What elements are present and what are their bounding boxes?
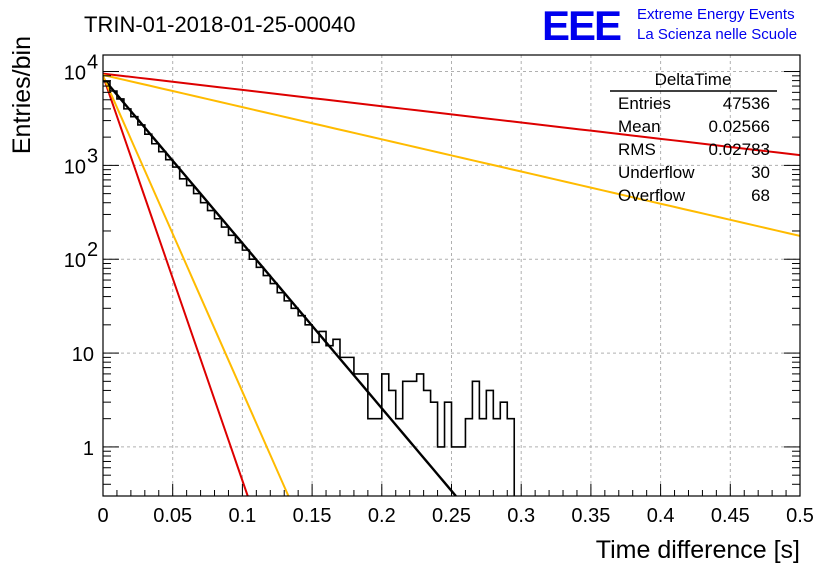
x-tick-label: 0.35 [571, 505, 610, 527]
y-axis-label: Entries/bin [8, 36, 36, 154]
stats-label: RMS [618, 140, 656, 159]
fit-line-4 [103, 72, 800, 157]
fit-line-5 [103, 73, 800, 237]
stats-box: DeltaTime Entries 47536 Mean 0.02566 RMS 0.02… [610, 70, 777, 205]
histogram [103, 80, 516, 496]
chart-title: TRIN-01-2018-01-25-00040 [84, 12, 356, 37]
x-tick-label: 0.5 [786, 505, 814, 527]
x-tick-label: 0.45 [711, 505, 750, 527]
logo-line-2: La Scienza nelle Scuole [637, 26, 797, 43]
fit-line-3 [103, 75, 290, 496]
x-tick-label: 0.1 [228, 505, 256, 527]
y-tick-exponent: 4 [87, 52, 98, 74]
stats-label: Mean [618, 117, 661, 136]
stats-label: Entries [618, 94, 671, 113]
stats-label: Underflow [618, 163, 695, 182]
stats-label: Overflow [618, 186, 686, 205]
stats-value: 0.02566 [709, 117, 770, 136]
y-tick-label: 10 [64, 156, 86, 178]
x-tick-label: 0.25 [432, 505, 471, 527]
y-tick-label: 10 [64, 250, 86, 272]
logo-mark: EEE [542, 2, 621, 49]
y-tick-exponent: 2 [87, 239, 98, 261]
stats-value: 30 [751, 163, 770, 182]
stats-title: DeltaTime [655, 70, 732, 89]
y-tick-label: 10 [64, 63, 86, 85]
eee-logo: EEE Extreme Energy Events La Scienza nel… [542, 2, 797, 49]
y-tick-label: 10 [72, 344, 94, 366]
fit-line-2 [103, 75, 249, 496]
y-tick-label: 1 [83, 438, 94, 460]
stats-value: 47536 [723, 94, 770, 113]
x-tick-label: 0.05 [153, 505, 192, 527]
x-tick-label: 0.2 [368, 505, 396, 527]
x-axis: 0 0.05 0.1 0.15 0.2 0.25 0.3 0.35 0.4 0.45 0.5 [97, 484, 814, 527]
stats-rows: Entries 47536 Mean 0.02566 RMS 0.02783 Underfl… [618, 94, 770, 205]
y-tick-exponent: 3 [87, 145, 98, 167]
logo-line-1: Extreme Energy Events [637, 6, 795, 23]
x-axis-label: Time difference [s] [596, 536, 800, 564]
stats-value: 68 [751, 186, 770, 205]
x-tick-label: 0.4 [647, 505, 675, 527]
x-tick-label: 0.15 [293, 505, 332, 527]
x-tick-label: 0 [97, 505, 108, 527]
x-tick-label: 0.3 [507, 505, 535, 527]
stats-value: 0.02783 [709, 140, 770, 159]
fit-lines [103, 72, 800, 496]
fit-line-1 [103, 77, 457, 496]
